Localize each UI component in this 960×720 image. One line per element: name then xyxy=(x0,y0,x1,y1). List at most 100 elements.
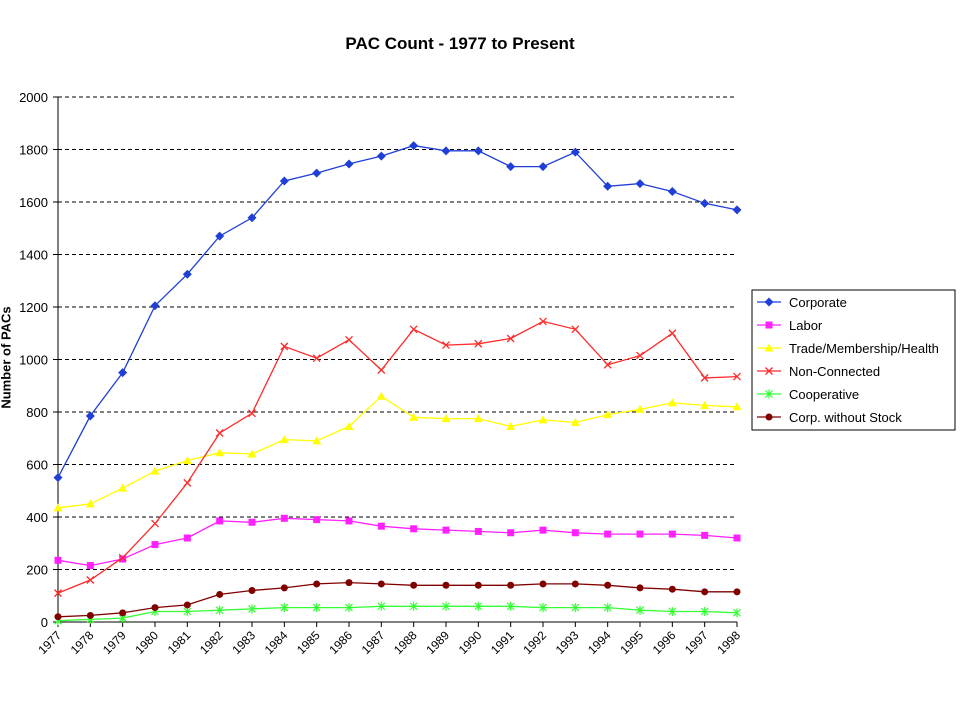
data-point xyxy=(280,584,288,592)
legend-label: Corporate xyxy=(789,295,847,310)
data-point xyxy=(636,605,644,615)
data-point xyxy=(636,530,644,538)
y-tick-label: 1800 xyxy=(19,143,48,158)
data-point xyxy=(377,366,386,374)
data-point xyxy=(182,456,192,465)
data-point xyxy=(668,585,676,593)
data-point xyxy=(442,526,450,534)
data-point xyxy=(313,580,321,588)
data-point xyxy=(701,531,709,539)
data-point xyxy=(216,590,224,598)
data-point xyxy=(668,530,676,538)
data-point xyxy=(442,341,450,350)
data-point xyxy=(733,372,741,381)
data-point xyxy=(765,367,773,375)
data-point xyxy=(312,168,322,178)
data-point xyxy=(151,541,159,549)
x-tick-label: 1986 xyxy=(326,628,355,657)
chart-title: PAC Count - 1977 to Present xyxy=(345,34,575,53)
data-point xyxy=(700,373,709,382)
data-point xyxy=(183,534,191,542)
x-tick-label: 1998 xyxy=(714,628,743,657)
data-point xyxy=(764,343,774,352)
data-point xyxy=(474,527,482,535)
legend-label: Non-Connected xyxy=(789,364,880,379)
x-tick-label: 1994 xyxy=(585,628,614,657)
data-point xyxy=(312,603,321,613)
data-point xyxy=(215,429,224,437)
data-point xyxy=(635,404,645,413)
data-point xyxy=(603,181,613,191)
data-point xyxy=(53,503,63,512)
data-point xyxy=(150,466,160,475)
data-point xyxy=(54,589,62,598)
data-point xyxy=(603,360,612,369)
data-point xyxy=(733,588,741,596)
data-point xyxy=(86,562,94,570)
data-point xyxy=(119,555,127,563)
data-point xyxy=(733,608,741,618)
series-line xyxy=(57,395,738,509)
data-point xyxy=(442,581,450,589)
x-tick-label: 1978 xyxy=(68,628,97,657)
y-tick-label: 1000 xyxy=(19,353,48,368)
data-point xyxy=(215,448,225,457)
data-point xyxy=(247,213,257,223)
x-tick-label: 1982 xyxy=(197,628,226,657)
y-tick-label: 400 xyxy=(26,510,48,525)
data-point xyxy=(765,389,773,399)
y-tick-label: 200 xyxy=(26,563,48,578)
data-point xyxy=(765,321,773,329)
data-point xyxy=(538,415,548,424)
data-point xyxy=(86,611,94,619)
legend-box xyxy=(751,289,956,431)
data-point xyxy=(279,176,289,186)
data-point xyxy=(765,413,773,421)
data-point xyxy=(247,449,257,458)
data-point xyxy=(604,530,612,538)
data-point xyxy=(118,483,128,492)
data-point xyxy=(118,553,127,562)
data-point xyxy=(376,151,386,161)
data-point xyxy=(248,518,256,526)
y-tick-label: 800 xyxy=(26,405,48,420)
data-point xyxy=(701,588,709,596)
data-point xyxy=(732,205,742,215)
x-tick-label: 1989 xyxy=(423,628,452,657)
data-point xyxy=(85,499,95,508)
data-point xyxy=(54,613,62,621)
data-point xyxy=(344,421,354,430)
data-point xyxy=(668,607,677,616)
data-point xyxy=(409,141,419,151)
x-tick-label: 1997 xyxy=(682,628,711,657)
data-point xyxy=(119,609,127,617)
x-tick-label: 1983 xyxy=(229,628,258,657)
data-point xyxy=(410,581,418,589)
data-point xyxy=(183,601,191,609)
data-point xyxy=(764,297,774,307)
data-point xyxy=(539,580,547,588)
data-point xyxy=(700,607,709,616)
data-point xyxy=(279,435,289,444)
x-tick-label: 1988 xyxy=(391,628,420,657)
data-point xyxy=(183,607,192,616)
data-point xyxy=(636,351,644,360)
legend-label: Corp. without Stock xyxy=(789,410,902,425)
data-point xyxy=(344,159,354,169)
data-point xyxy=(312,436,322,445)
x-tick-label: 1985 xyxy=(294,628,323,657)
x-tick-label: 1980 xyxy=(132,628,161,657)
x-tick-label: 1993 xyxy=(553,628,582,657)
x-tick-label: 1977 xyxy=(35,628,64,657)
x-tick-label: 1987 xyxy=(359,628,388,657)
x-tick-label: 1984 xyxy=(262,628,291,657)
data-point xyxy=(732,402,742,411)
data-point xyxy=(118,368,128,378)
data-point xyxy=(667,398,677,407)
data-point xyxy=(183,478,192,487)
data-point xyxy=(377,580,385,588)
y-tick-label: 600 xyxy=(26,458,48,473)
data-point xyxy=(280,514,288,522)
legend-label: Cooperative xyxy=(789,387,859,402)
